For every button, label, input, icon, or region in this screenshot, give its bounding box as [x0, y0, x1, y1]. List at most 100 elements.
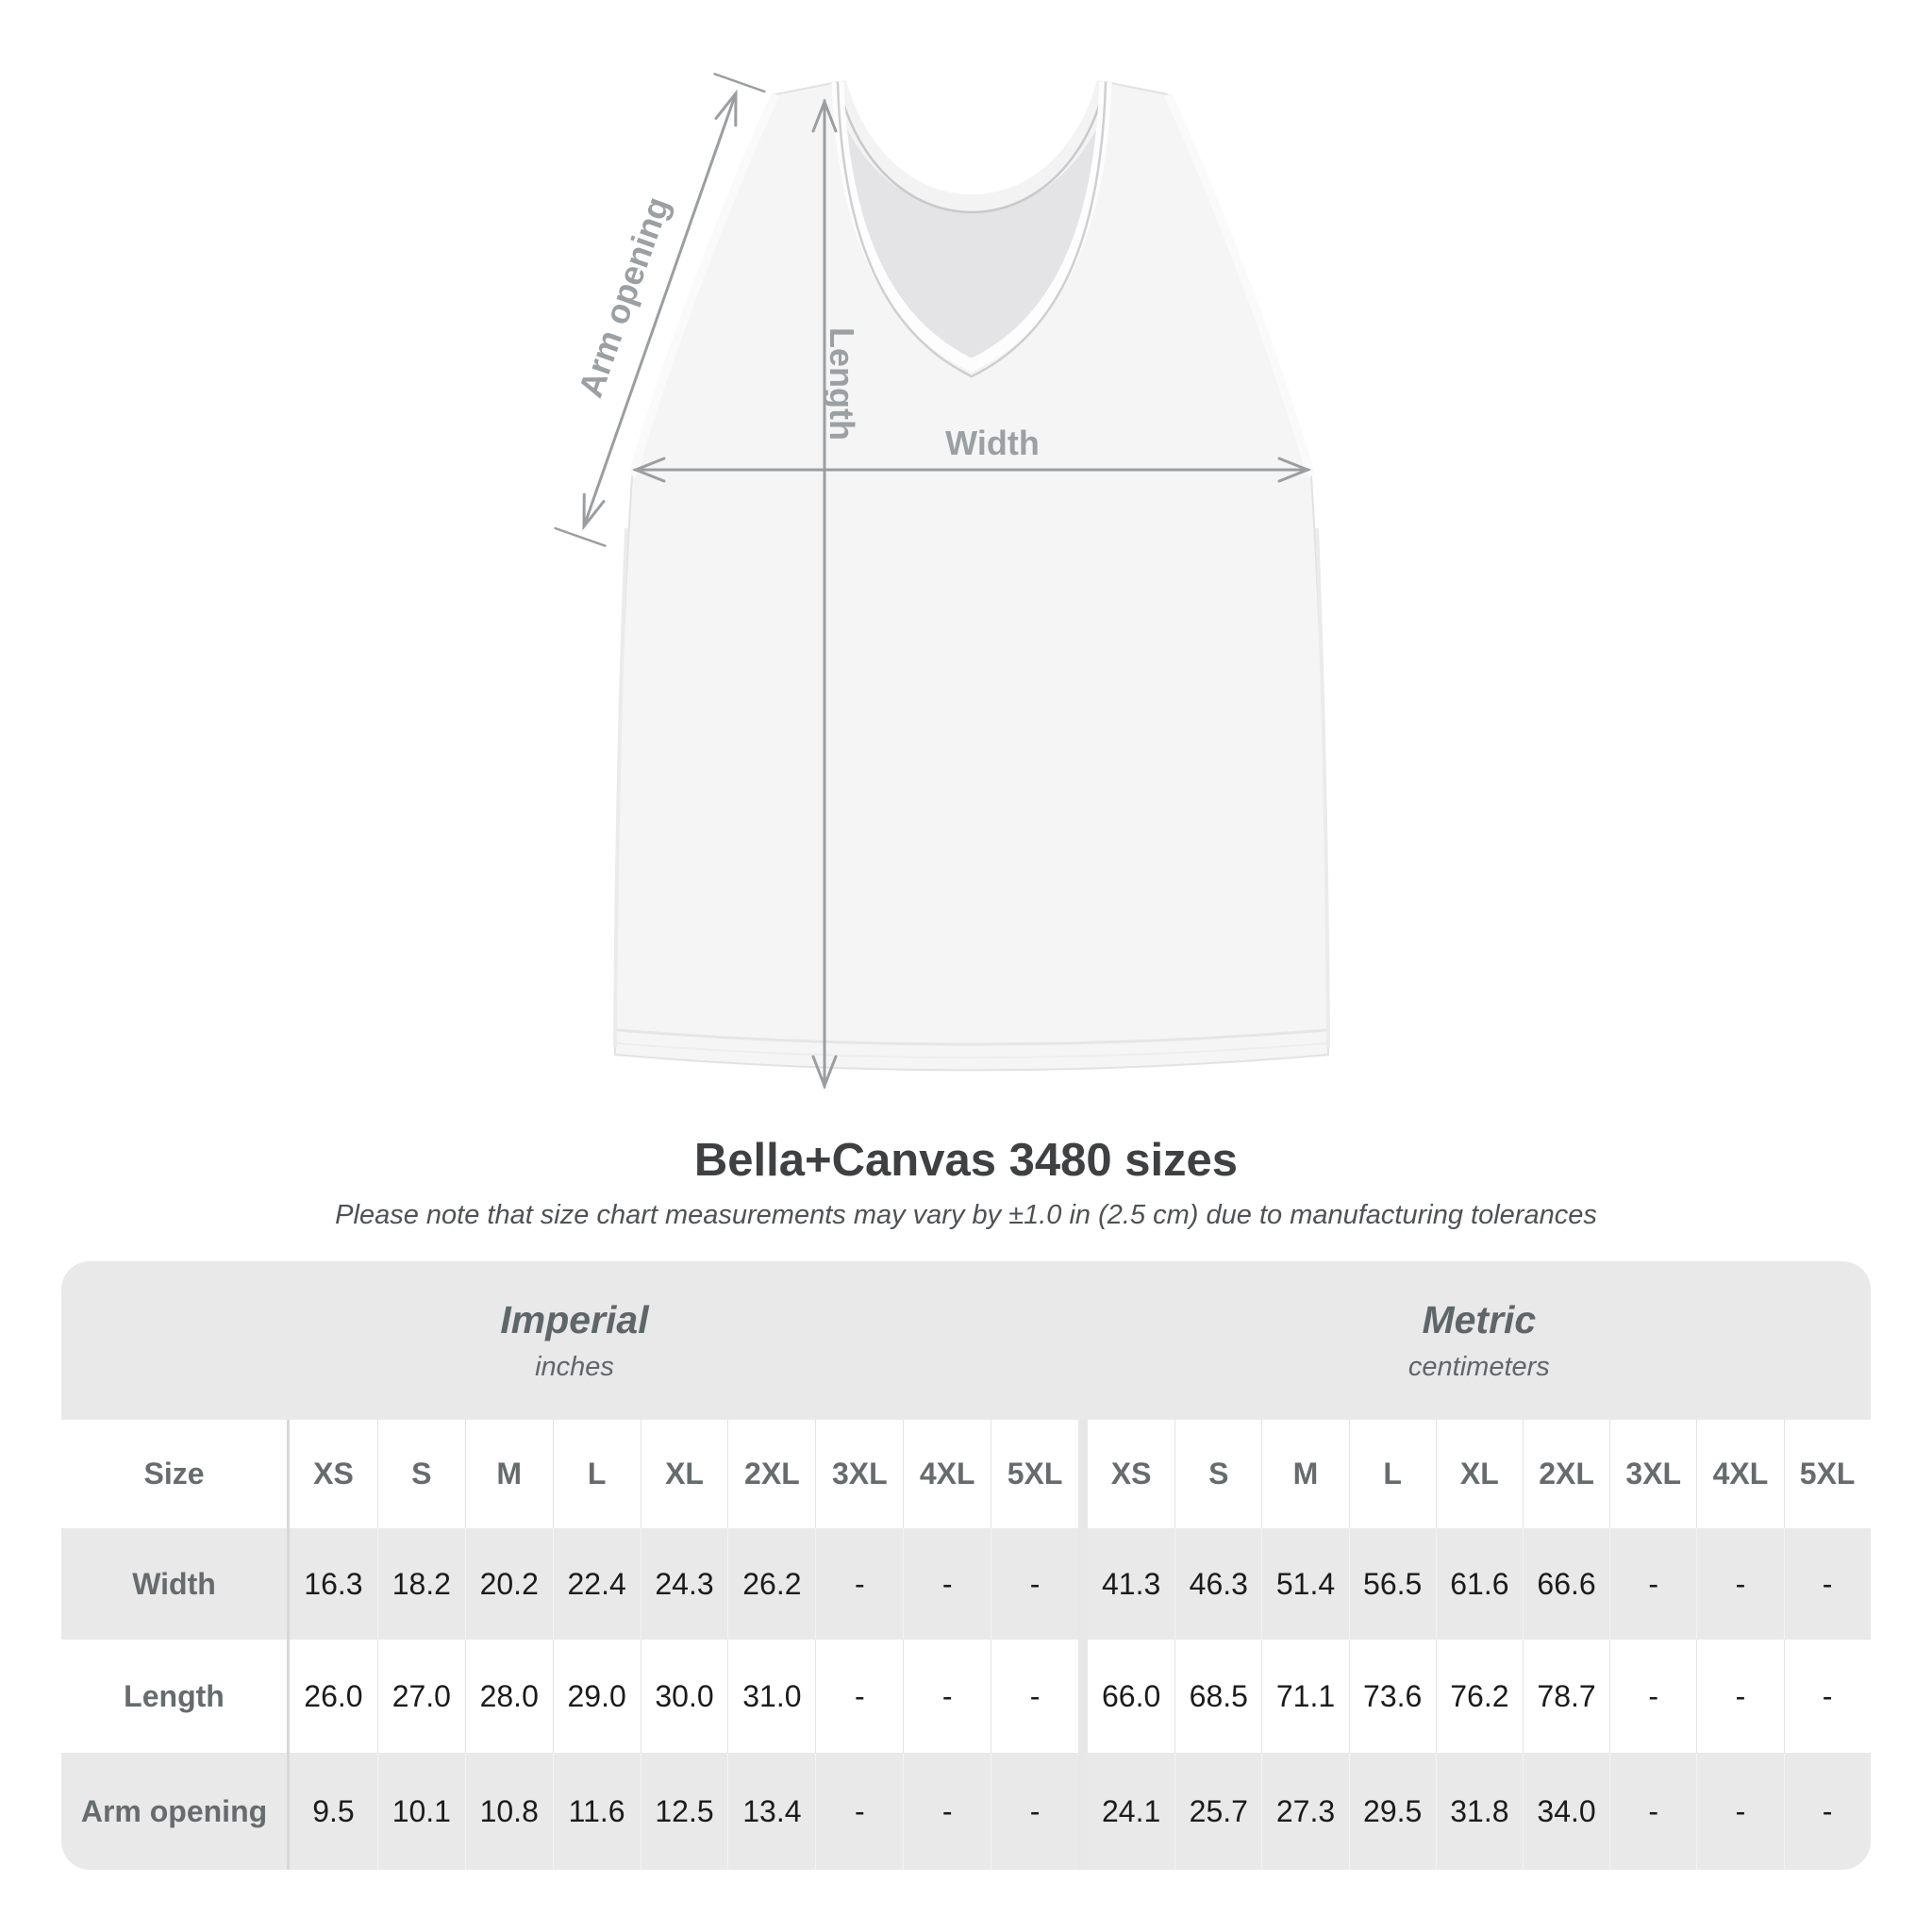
size-header-cell: L — [1348, 1420, 1436, 1528]
value-cell: 9.5 — [290, 1753, 377, 1870]
tank-neck-binding — [831, 81, 1112, 373]
value-cell: 51.4 — [1261, 1528, 1349, 1640]
size-header-cell: 5XL — [991, 1420, 1078, 1528]
tank-top-diagram: Arm opening Length Width — [554, 73, 1330, 1091]
tank-back-collar-seam — [838, 90, 1106, 214]
value-cell: - — [903, 1753, 991, 1870]
tank-hem-stitch-upper — [616, 1028, 1327, 1046]
size-table: Imperial inches Metric centimeters Size XS S M L… — [61, 1261, 1871, 1870]
tank-neck-binding-seam — [836, 81, 1108, 378]
value-cell: 12.5 — [640, 1753, 728, 1870]
value-cell: 71.1 — [1261, 1640, 1348, 1753]
value-cell: 28.0 — [464, 1640, 553, 1753]
tank-hem-stitch-lower — [616, 1042, 1327, 1058]
value-cell: - — [1696, 1528, 1784, 1640]
width-arrow — [631, 457, 1312, 483]
value-cell: 13.4 — [727, 1753, 816, 1870]
value-cell: 27.0 — [376, 1640, 465, 1753]
value-cell: - — [1696, 1640, 1783, 1753]
value-cell: 78.7 — [1522, 1640, 1609, 1753]
value-cell: - — [991, 1528, 1079, 1640]
value-cell: 41.3 — [1088, 1528, 1175, 1640]
value-cell: - — [1609, 1753, 1697, 1870]
size-header-cell: 3XL — [815, 1420, 903, 1528]
section-title: Imperial — [500, 1298, 649, 1341]
value-cell: 26.0 — [304, 1678, 363, 1713]
value-cell: 26.2 — [727, 1528, 816, 1640]
size-header-cell: XL — [640, 1420, 728, 1528]
units-divider-cell — [1078, 1528, 1089, 1640]
size-header-cell: 4XL — [903, 1420, 991, 1528]
value-cell: 25.7 — [1174, 1753, 1262, 1870]
size-header-cell: XS — [313, 1457, 354, 1491]
value-cell: - — [1696, 1753, 1784, 1870]
size-header-cell: XS — [1110, 1457, 1152, 1491]
value-cell: 20.2 — [464, 1528, 553, 1640]
value-cell: 29.0 — [552, 1640, 641, 1753]
section-header-imperial: Imperial inches — [61, 1261, 1089, 1420]
value-cell: 73.6 — [1348, 1640, 1436, 1753]
value-cell: - — [1609, 1528, 1697, 1640]
value-cell: 11.6 — [552, 1753, 641, 1870]
value-cell: 18.2 — [376, 1528, 465, 1640]
arm-opening-label: Arm opening — [571, 192, 677, 402]
length-arrow — [811, 97, 838, 1091]
value-cell: - — [991, 1640, 1078, 1753]
size-header-cell: S — [376, 1420, 465, 1528]
value-cell: - — [1609, 1640, 1696, 1753]
size-header-cell: XL — [1435, 1420, 1523, 1528]
size-header-cell: L — [552, 1420, 641, 1528]
size-header-cell: M — [1261, 1420, 1348, 1528]
value-cell: 24.1 — [1088, 1753, 1175, 1870]
value-cell: 30.0 — [640, 1640, 728, 1753]
value-cell: 31.8 — [1435, 1753, 1523, 1870]
value-cell: 10.1 — [376, 1753, 465, 1870]
width-label: Width — [945, 424, 1040, 462]
value-cell: - — [903, 1528, 991, 1640]
size-header-cell: 5XL — [1783, 1420, 1871, 1528]
value-cell: 27.3 — [1261, 1753, 1349, 1870]
units-divider-cell — [1078, 1420, 1089, 1528]
value-cell: - — [903, 1640, 991, 1753]
tank-right-armhole-binding — [1163, 92, 1316, 478]
value-cell: 66.6 — [1522, 1528, 1610, 1640]
section-unit: centimeters — [1407, 1352, 1550, 1382]
value-cell: 56.5 — [1348, 1528, 1436, 1640]
value-cell: 76.2 — [1435, 1640, 1523, 1753]
value-cell: 68.5 — [1174, 1640, 1261, 1753]
value-cell: 46.3 — [1174, 1528, 1262, 1640]
section-unit: inches — [535, 1352, 614, 1382]
value-cell: 61.6 — [1435, 1528, 1523, 1640]
size-header-cell: S — [1174, 1420, 1261, 1528]
units-divider-cell — [1078, 1753, 1089, 1870]
value-cell: 24.3 — [640, 1528, 728, 1640]
size-header-cell: 2XL — [1522, 1420, 1609, 1528]
tank-right-side-seam — [1315, 527, 1330, 1048]
value-cell: - — [1783, 1640, 1871, 1753]
units-divider-cell — [1078, 1640, 1089, 1753]
tank-left-armhole-binding — [627, 92, 780, 478]
tank-neck-interior — [838, 82, 1106, 365]
tank-back-collar — [829, 79, 1114, 212]
arm-opening-arrow — [554, 73, 766, 547]
value-cell: 22.4 — [552, 1528, 641, 1640]
value-cell: - — [1783, 1528, 1871, 1640]
value-cell: - — [815, 1640, 903, 1753]
page-title: Bella+Canvas 3480 sizes — [693, 1135, 1239, 1186]
section-title: Metric — [1422, 1298, 1537, 1341]
size-header-cell: 2XL — [727, 1420, 815, 1528]
section-header-metric: Metric centimeters — [1088, 1261, 1871, 1420]
value-cell: - — [991, 1753, 1079, 1870]
row-label: Width — [61, 1528, 290, 1640]
size-header-cell: M — [464, 1420, 553, 1528]
tank-left-side-seam — [613, 527, 628, 1048]
value-cell: 16.3 — [290, 1528, 377, 1640]
row-label: Arm opening — [61, 1753, 290, 1870]
size-column-header: Size — [61, 1420, 290, 1528]
tolerance-note: Please note that size chart measurements… — [335, 1200, 1597, 1230]
value-cell: - — [815, 1528, 904, 1640]
length-label: Length — [823, 327, 861, 441]
value-cell: - — [1783, 1753, 1871, 1870]
row-label: Length — [61, 1640, 290, 1753]
